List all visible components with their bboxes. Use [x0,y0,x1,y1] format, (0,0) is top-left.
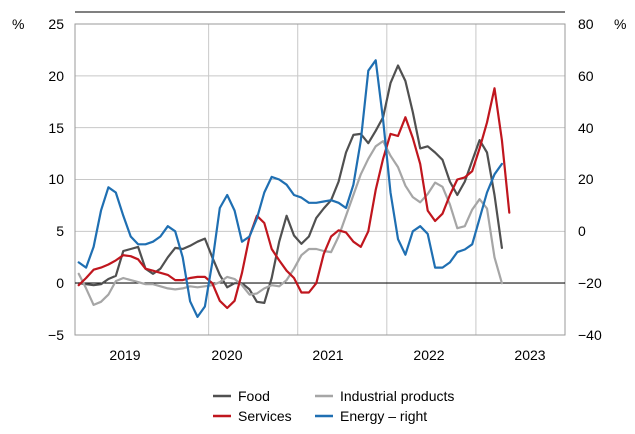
series-lines [77,59,511,318]
right-axis-unit: % [614,16,626,32]
left-axis-ticks: 25 20 15 10 5 0 −5 [48,16,64,343]
right-tick: 40 [578,120,594,136]
right-axis-ticks: 80 60 40 20 0 −20 −40 [578,16,602,343]
right-tick: 0 [578,223,586,239]
x-tick-label: 2023 [514,347,545,363]
x-tick-label: 2021 [312,347,343,363]
right-tick: 20 [578,171,594,187]
series-line-energy-right [77,59,503,318]
right-tick: −40 [578,327,602,343]
left-tick: −5 [48,327,64,343]
x-axis-labels: 2019 2020 2021 2022 2023 [109,347,545,363]
legend: Food Industrial products Services Energy… [213,388,454,424]
legend-item-energy-right: Energy – right [315,408,427,424]
legend-label: Industrial products [340,388,454,404]
left-axis-unit: % [12,16,24,32]
series-line-services [77,87,511,310]
plot-frame [74,23,566,336]
left-tick: 15 [48,120,64,136]
right-tick: 80 [578,16,594,32]
x-tick-label: 2019 [109,347,140,363]
legend-item-services: Services [213,408,292,424]
legend-label: Energy – right [340,408,427,424]
left-tick: 20 [48,68,64,84]
x-tick-label: 2020 [211,347,242,363]
left-tick: 0 [56,275,64,291]
legend-label: Food [238,388,270,404]
right-tick: −20 [578,275,602,291]
left-tick: 5 [56,223,64,239]
series-line-food [77,64,503,304]
right-tick: 60 [578,68,594,84]
legend-label: Services [238,408,292,424]
legend-item-food: Food [213,388,270,404]
left-tick: 25 [48,16,64,32]
legend-item-industrial-products: Industrial products [315,388,454,404]
x-tick-label: 2022 [413,347,444,363]
left-tick: 10 [48,171,64,187]
